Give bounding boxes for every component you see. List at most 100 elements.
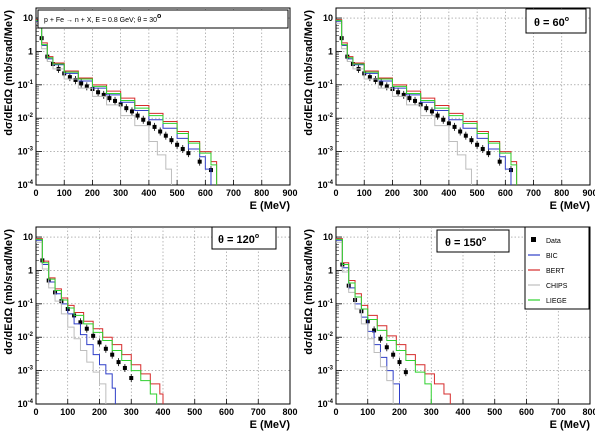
y-axis-title: dσ/dEdΩ (mb/srad/MeV) [3, 10, 15, 136]
angle-label-60: θ = 60 [534, 17, 565, 29]
svg-text:θ = 120o: θ = 120o [218, 233, 259, 246]
x-axis-title: E (MeV) [250, 419, 291, 431]
x-tick-label: 0 [33, 407, 38, 417]
y-tick-label: 1 [28, 46, 33, 56]
y-tick-label: 10-4 [18, 399, 34, 409]
angle-label-150: θ = 150 [445, 237, 482, 249]
legend: Data BIC BERT CHIPS LIEGE [524, 226, 590, 310]
x-tick-label: 300 [424, 407, 439, 417]
x-tick-label: 900 [282, 188, 297, 198]
y-axis-title: dσ/dEdΩ (mb/srad/MeV) [3, 229, 15, 355]
x-tick-label: 400 [455, 407, 470, 417]
y-tick-label: 10-3 [18, 366, 34, 376]
y-tick-label: 1 [328, 265, 333, 275]
x-tick-label: 100 [357, 188, 372, 198]
x-tick-label: 500 [470, 188, 485, 198]
series-bic [36, 239, 116, 404]
chart-panel-theta-120: 0 100 200 300 400 500 600 700 800 10-4 10-3 10-2 10-… [3, 226, 298, 431]
legend-label-liege: LIEGE [546, 298, 567, 305]
x-tick-label: 600 [198, 188, 213, 198]
x-tick-label: 200 [92, 407, 107, 417]
legend-label-data: Data [546, 238, 561, 245]
x-tick-label: 200 [385, 188, 400, 198]
x-tick-label: 500 [170, 188, 185, 198]
x-tick-label: 200 [85, 188, 100, 198]
svg-text:θ = 60o: θ = 60o [534, 16, 569, 29]
x-tick-label: 900 [582, 188, 595, 198]
chart-panel-theta-30: 0 100 200 300 400 500 600 700 800 900 10-4 10-3 10-2… [3, 7, 298, 212]
y-tick-label: 10-1 [318, 80, 334, 90]
legend-marker-data [531, 237, 536, 242]
x-tick-label: 600 [519, 407, 534, 417]
y-tick-label: 10-1 [18, 80, 34, 90]
y-tick-label: 10 [323, 13, 333, 23]
x-axis-title: E (MeV) [250, 200, 291, 212]
y-axis-title: dσ/dEdΩ (mb/srad/MeV) [303, 10, 315, 136]
x-tick-label: 0 [33, 188, 38, 198]
y-tick-label: 10-4 [318, 180, 334, 190]
angle-label-box-60: θ = 60o [525, 8, 587, 34]
legend-label-bic: BIC [546, 253, 558, 260]
x-tick-label: 800 [282, 407, 297, 417]
plot-frame [35, 7, 291, 186]
x-tick-label: 800 [254, 188, 269, 198]
y-tick-label: 10-3 [18, 147, 34, 157]
legend-label-bert: BERT [546, 268, 565, 275]
x-tick-label: 400 [141, 188, 156, 198]
x-tick-label: 300 [113, 188, 128, 198]
plot-frame [335, 7, 591, 186]
y-axis-title: dσ/dEdΩ (mb/srad/MeV) [303, 229, 315, 355]
angle-label-box-150: θ = 150o [436, 229, 510, 253]
reaction-label: p + Fe → n + X, E = 0.8 GeV; θ = 30o [44, 13, 161, 24]
angle-label-box-120: θ = 120o [211, 226, 277, 250]
x-tick-label: 300 [413, 188, 428, 198]
x-tick-label: 800 [554, 188, 569, 198]
series-chips [36, 22, 172, 185]
x-tick-label: 600 [219, 407, 234, 417]
y-tick-label: 10 [23, 232, 33, 242]
y-tick-label: 10-2 [318, 332, 334, 342]
y-tick-label: 10-3 [318, 147, 334, 157]
x-axis-title: E (MeV) [550, 200, 591, 212]
x-tick-label: 0 [333, 407, 338, 417]
reaction-label-box: p + Fe → n + X, E = 0.8 GeV; θ = 30o [37, 9, 289, 29]
x-tick-label: 600 [498, 188, 513, 198]
y-tick-label: 10-1 [318, 299, 334, 309]
x-tick-label: 100 [360, 407, 375, 417]
y-tick-label: 10 [323, 232, 333, 242]
series-liege [336, 238, 432, 404]
y-tick-label: 1 [28, 265, 33, 275]
chart-panel-theta-60: 0 100 200 300 400 500 600 700 800 900 10-4 10-3 10-2… [303, 7, 595, 212]
x-tick-label: 100 [57, 188, 72, 198]
series-liege [36, 19, 218, 185]
x-tick-label: 400 [155, 407, 170, 417]
x-tick-label: 400 [441, 188, 456, 198]
y-tick-label: 10-3 [318, 366, 334, 376]
angle-label-120: θ = 120 [218, 234, 255, 246]
y-tick-label: 1 [328, 46, 333, 56]
y-tick-label: 10-2 [318, 113, 334, 123]
y-tick-label: 10-4 [18, 180, 34, 190]
series-liege [36, 238, 158, 404]
svg-text:θ = 150o: θ = 150o [445, 236, 486, 249]
y-tick-label: 10 [23, 13, 33, 23]
x-tick-label: 700 [226, 188, 241, 198]
y-tick-label: 10-1 [18, 299, 34, 309]
x-tick-label: 0 [333, 188, 338, 198]
y-tick-label: 10-2 [18, 332, 34, 342]
x-tick-label: 200 [392, 407, 407, 417]
series-liege [336, 19, 518, 185]
x-tick-label: 300 [124, 407, 139, 417]
legend-label-chips: CHIPS [546, 283, 568, 290]
series-chips [36, 241, 107, 404]
x-tick-label: 500 [487, 407, 502, 417]
series-chips [336, 22, 472, 185]
x-tick-label: 800 [582, 407, 595, 417]
x-tick-label: 700 [251, 407, 266, 417]
x-axis-title: E (MeV) [550, 419, 591, 431]
y-tick-label: 10-2 [18, 113, 34, 123]
y-tick-label: 10-4 [318, 399, 334, 409]
x-tick-label: 700 [551, 407, 566, 417]
x-tick-label: 700 [526, 188, 541, 198]
